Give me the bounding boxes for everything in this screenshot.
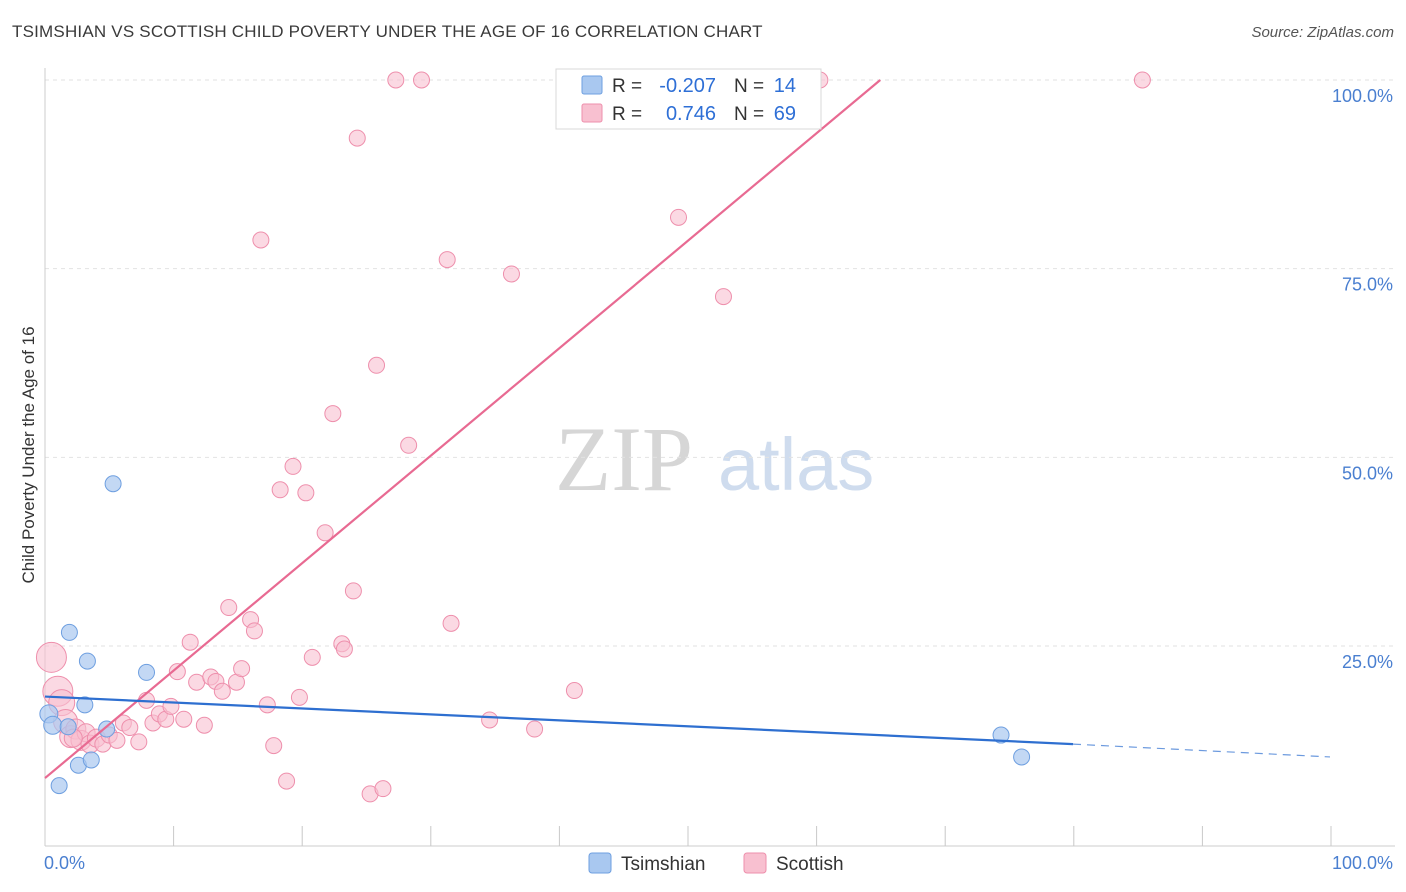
y-tick-label: 50.0% (1342, 463, 1393, 483)
scottish-point (195, 716, 213, 734)
scottish-point (714, 288, 732, 306)
tsimshian-point (104, 475, 122, 493)
stats-legend: R = -0.207 N = 14 R = 0.746 N = 69 (555, 68, 822, 130)
y-tick-label: 25.0% (1342, 652, 1393, 672)
scottish-point (265, 737, 283, 755)
scottish-point (284, 457, 302, 475)
scottish-point (387, 71, 405, 89)
tsimshian-point (98, 720, 116, 738)
tsimshian-point (59, 718, 77, 736)
scottish-n-label: N = (734, 104, 764, 125)
scottish-point (565, 682, 583, 700)
tsimshian-swatch (581, 75, 603, 95)
scottish-swatch (581, 103, 603, 123)
trend-lines (44, 79, 1331, 779)
scottish-point (316, 524, 334, 542)
tsimshian-n-label: N = (734, 76, 764, 97)
y-axis-tick-labels: 100.0% 75.0% 50.0% 25.0% (1332, 86, 1393, 672)
x-tick-label-min: 0.0% (44, 853, 85, 873)
legend-tsimshian-swatch (588, 852, 612, 874)
watermark-atlas: atlas (718, 423, 874, 506)
scottish-point (130, 733, 148, 751)
y-axis-label: Child Poverty Under the Age of 16 (19, 326, 38, 583)
x-axis-ticks (173, 826, 1332, 846)
scottish-point (252, 231, 270, 249)
scottish-point (335, 640, 353, 658)
tsimshian-r-label: R = (612, 76, 642, 97)
chart-title: TSIMSHIAN VS SCOTTISH CHILD POVERTY UNDE… (12, 22, 763, 41)
tsimshian-point (82, 751, 100, 769)
tsimshian-point (992, 726, 1010, 744)
scottish-point (502, 265, 520, 283)
scottish-point (233, 660, 251, 678)
tsimshian-point (78, 652, 96, 670)
scottish-point (344, 582, 362, 600)
tsimshian-point (1013, 748, 1031, 766)
scottish-point (175, 710, 193, 728)
scottish-point (271, 481, 289, 499)
scottish-point (245, 622, 263, 640)
scottish-point (213, 682, 231, 700)
scottish-point (220, 599, 238, 617)
tsimshian-point (138, 663, 156, 681)
scottish-point (374, 780, 392, 798)
tsimshian-point (50, 777, 68, 795)
scottish-point (35, 641, 67, 673)
series-legend: Tsimshian Scottish (588, 852, 844, 875)
tsimshian-trend-extension (1072, 743, 1331, 758)
scottish-point (108, 731, 126, 749)
source-credit: Source: ZipAtlas.com (1251, 24, 1394, 41)
tsimshian-points (39, 475, 1031, 795)
scottish-point (121, 719, 139, 737)
scottish-point (324, 405, 342, 423)
scottish-point (258, 696, 276, 714)
tsimshian-point (76, 696, 94, 714)
scottish-point (290, 688, 308, 706)
legend-tsimshian-label: Tsimshian (621, 854, 705, 875)
legend-scottish-swatch (743, 852, 767, 874)
tsimshian-point (43, 715, 63, 735)
scottish-point (188, 673, 206, 691)
tsimshian-n-value: 14 (774, 75, 796, 97)
scottish-point (168, 663, 186, 681)
scottish-point (278, 772, 296, 790)
legend-scottish-label: Scottish (776, 854, 844, 875)
watermark-zip: ZIP (555, 408, 693, 510)
scottish-point (400, 436, 418, 454)
scottish-point (368, 356, 386, 374)
scottish-r-value: 0.746 (666, 103, 716, 125)
scottish-r-label: R = (612, 104, 642, 125)
scottish-point (413, 71, 431, 89)
y-tick-label: 100.0% (1332, 86, 1393, 106)
tsimshian-r-value: -0.207 (659, 75, 716, 97)
scottish-point (1133, 71, 1151, 89)
scottish-trend-line (44, 79, 881, 779)
scottish-point (348, 129, 366, 147)
scottish-point (442, 614, 460, 632)
scottish-n-value: 69 (774, 103, 796, 125)
watermark: ZIP atlas (555, 408, 874, 510)
gridlines (45, 79, 1395, 647)
scottish-point (297, 484, 315, 502)
scottish-point (670, 208, 688, 226)
tsimshian-point (60, 623, 78, 641)
scottish-point (162, 697, 180, 715)
tsimshian-trend-line (44, 695, 1074, 746)
scottish-point (303, 648, 321, 666)
y-tick-label: 75.0% (1342, 275, 1393, 295)
scottish-point (526, 720, 544, 738)
scottish-point (181, 633, 199, 651)
scottish-point (438, 251, 456, 269)
scottish-point (481, 711, 499, 729)
x-tick-label-max: 100.0% (1332, 853, 1393, 873)
